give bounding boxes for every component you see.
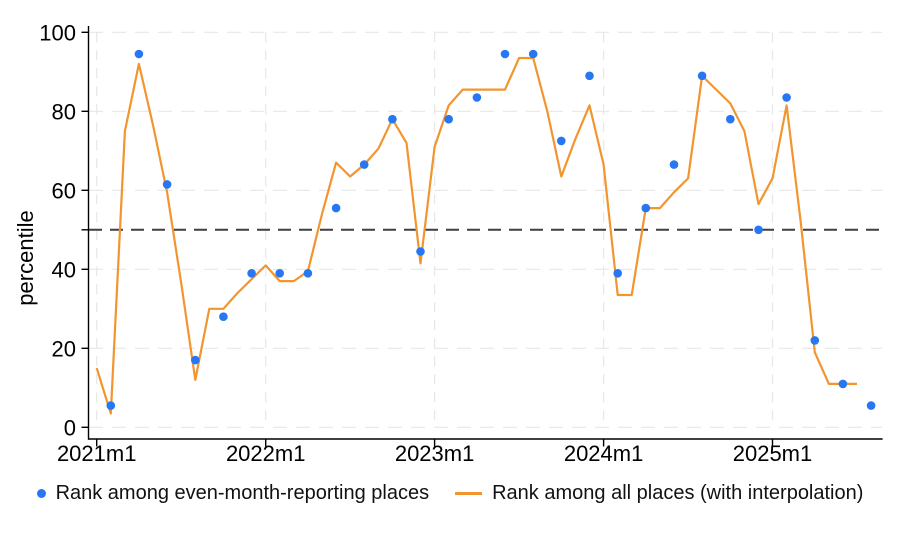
y-tick-label-100: 100 <box>39 20 76 45</box>
scatter-point-2021m10 <box>219 312 228 322</box>
scatter-point-2024m10 <box>726 114 735 124</box>
y-axis-title: percentile <box>13 210 38 305</box>
scatter-point-2022m8 <box>359 160 369 169</box>
legend-dot-icon <box>36 489 46 498</box>
y-tick-label-0: 0 <box>64 415 76 440</box>
scatter-point-2024m2 <box>613 269 622 278</box>
scatter-point-2024m8 <box>697 71 707 81</box>
scatter-point-2022m12 <box>416 247 425 256</box>
line-series-all-places <box>95 56 857 415</box>
scatter-point-2023m6 <box>500 49 510 59</box>
y-tick-label-40: 40 <box>52 257 76 282</box>
legend-line-icon <box>455 492 483 495</box>
scatter-point-2024m12 <box>754 225 763 235</box>
scatter-point-2023m8 <box>528 49 538 59</box>
scatter-point-2023m4 <box>472 93 482 102</box>
legend-item-even-month-rank: Rank among even-month-reporting places <box>36 482 430 505</box>
x-tick-label-2023m1: 2023m1 <box>395 441 475 466</box>
scatter-point-2025m4 <box>810 336 820 345</box>
y-tick-label-20: 20 <box>52 336 76 361</box>
scatter-point-2024m6 <box>669 160 679 169</box>
legend-item-all-places-rank: Rank among all places (with interpolatio… <box>455 482 863 505</box>
chart: 0 20 40 60 80 100 2021m1 2022m1 2023m1 2024m1 2025… <box>13 20 883 466</box>
scatter-point-2023m2 <box>444 114 454 124</box>
scatter-point-2023m12 <box>585 71 594 81</box>
plot-area: 0 20 40 60 80 100 2021m1 2022m1 2023m1 2024m1 2025… <box>13 20 883 466</box>
scatter-point-2021m12 <box>247 269 256 278</box>
scatter-point-2025m8 <box>866 401 876 410</box>
scatter-point-2024m4 <box>641 203 651 213</box>
scatter-point-2025m2 <box>782 93 791 102</box>
scatter-point-2023m10 <box>557 136 566 146</box>
scatter-point-2022m6 <box>331 203 341 213</box>
legend-label-all-places-rank: Rank among all places (with interpolatio… <box>492 482 864 504</box>
scatter-point-2022m10 <box>388 114 397 124</box>
legend-label-even-month-rank: Rank among even-month-reporting places <box>55 482 430 504</box>
x-tick-label-2024m1: 2024m1 <box>564 441 644 466</box>
scatter-point-2021m8 <box>191 355 200 365</box>
chart-legend: Rank among even-month-reporting places R… <box>0 482 900 505</box>
scatter-point-2021m2 <box>106 401 116 410</box>
scatter-point-2022m4 <box>303 269 313 278</box>
y-tick-label-80: 80 <box>52 99 76 124</box>
x-tick-label-2022m1: 2022m1 <box>226 441 306 466</box>
x-tick-label-2025m1: 2025m1 <box>733 441 813 466</box>
scatter-point-2021m6 <box>162 180 172 189</box>
x-tick-label-2021m1: 2021m1 <box>57 441 137 466</box>
scatter-point-2025m6 <box>838 379 848 389</box>
scatter-point-2021m4 <box>134 49 144 59</box>
y-tick-label-60: 60 <box>52 178 76 203</box>
scatter-point-2022m2 <box>275 269 285 278</box>
